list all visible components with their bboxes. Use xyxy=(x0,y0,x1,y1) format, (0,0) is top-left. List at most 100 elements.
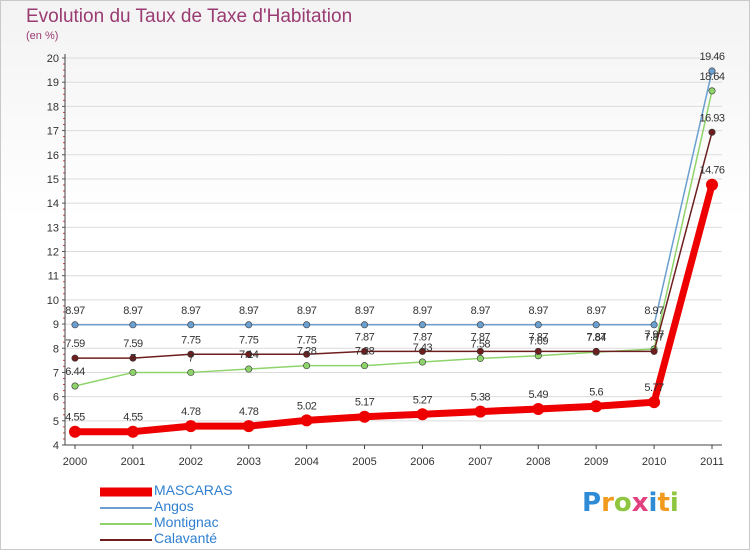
legend-label-calavante: Calavanté xyxy=(154,530,218,546)
y-tick-label: 7 xyxy=(53,367,59,379)
data-label: 8.97 xyxy=(65,305,85,317)
legend-label-angos: Angos xyxy=(154,498,194,514)
logo-letter: x xyxy=(631,488,649,518)
data-label: 8.97 xyxy=(297,305,317,317)
data-label: 8.97 xyxy=(123,305,143,317)
data-point xyxy=(184,420,197,433)
y-tick-label: 16 xyxy=(47,150,59,162)
data-label: 4.78 xyxy=(181,406,201,418)
legend-label-montignac: Montignac xyxy=(154,514,219,530)
data-label: 7.58 xyxy=(471,338,491,350)
data-label: 5.38 xyxy=(471,392,491,404)
x-tick-label: 2005 xyxy=(352,456,376,468)
data-label: 7.75 xyxy=(239,334,259,346)
data-point xyxy=(242,420,255,433)
data-point xyxy=(129,354,137,362)
data-label: 7.84 xyxy=(586,332,606,344)
data-point xyxy=(71,354,79,362)
data-label: 4.78 xyxy=(239,406,259,418)
y-tick-label: 6 xyxy=(53,392,59,404)
data-point xyxy=(418,347,426,355)
y-tick-label: 20 xyxy=(47,53,59,65)
data-point xyxy=(303,350,311,358)
data-point xyxy=(592,347,600,355)
y-tick-label: 18 xyxy=(47,101,59,113)
data-label: 8.97 xyxy=(586,305,606,317)
data-point xyxy=(303,321,311,329)
series-line-mascaras xyxy=(71,181,716,436)
data-point xyxy=(361,321,369,329)
data-point xyxy=(71,321,79,329)
data-point xyxy=(592,321,600,329)
data-point xyxy=(476,347,484,355)
data-label: 8.97 xyxy=(355,305,375,317)
data-label: 18.64 xyxy=(699,71,724,83)
data-point xyxy=(187,368,195,376)
data-label: 8.97 xyxy=(413,305,433,317)
legend-swatch-angos xyxy=(100,507,152,509)
x-tick-label: 2007 xyxy=(468,456,492,468)
data-label: 4.55 xyxy=(65,412,85,424)
data-label: 7.87 xyxy=(586,331,606,343)
y-tick-label: 8 xyxy=(53,343,59,355)
data-label: 7.28 xyxy=(297,346,317,358)
x-tick-label: 2010 xyxy=(642,456,666,468)
data-label: 5.02 xyxy=(297,400,317,412)
data-point xyxy=(418,321,426,329)
data-point xyxy=(590,400,603,413)
legend-swatch-montignac xyxy=(100,523,152,525)
data-label: 8.97 xyxy=(644,305,664,317)
data-label: 7 xyxy=(188,352,194,364)
data-label: 5.17 xyxy=(355,397,375,409)
data-label: 7.59 xyxy=(65,338,85,350)
data-point xyxy=(708,128,716,136)
data-point xyxy=(187,321,195,329)
proxiti-logo: Proxiti xyxy=(582,488,679,518)
data-point xyxy=(361,362,369,370)
data-point xyxy=(187,350,195,358)
data-label: 7.75 xyxy=(181,334,201,346)
data-point xyxy=(534,321,542,329)
data-point xyxy=(358,410,371,423)
data-point xyxy=(648,396,661,409)
chart-title: Evolution du Taux de Taxe d'Habitation xyxy=(26,6,353,27)
data-point xyxy=(476,354,484,362)
x-tick-label: 2003 xyxy=(236,456,260,468)
data-label: 7.28 xyxy=(355,346,375,358)
data-point xyxy=(245,365,253,373)
y-tick-label: 4 xyxy=(53,440,59,452)
x-tick-label: 2009 xyxy=(584,456,608,468)
x-tick-label: 2008 xyxy=(526,456,550,468)
data-label: 7.87 xyxy=(413,331,433,343)
data-label: 7.97 xyxy=(644,329,664,341)
y-tick-label: 13 xyxy=(47,222,59,234)
data-label: 8.97 xyxy=(181,305,201,317)
data-label: 7.75 xyxy=(297,334,317,346)
y-tick-label: 14 xyxy=(47,198,59,210)
data-label: 5.77 xyxy=(644,382,664,394)
data-label: 4.55 xyxy=(123,412,143,424)
data-point xyxy=(650,347,658,355)
data-label: 8.97 xyxy=(471,305,491,317)
data-label: 5.6 xyxy=(589,386,603,398)
data-point xyxy=(532,402,545,415)
data-point xyxy=(71,382,79,390)
data-point xyxy=(361,347,369,355)
data-point xyxy=(708,67,716,75)
data-point xyxy=(245,321,253,329)
legend-swatch-calavante xyxy=(100,539,152,541)
y-tick-label: 11 xyxy=(48,271,59,283)
data-point xyxy=(476,321,484,329)
data-point xyxy=(534,347,542,355)
data-point xyxy=(245,350,253,358)
data-label: 7.69 xyxy=(529,336,549,348)
y-tick-label: 10 xyxy=(47,295,59,307)
data-label: 5.27 xyxy=(413,394,433,406)
y-tick-label: 5 xyxy=(53,416,59,428)
y-tick-label: 17 xyxy=(47,126,59,138)
y-tick-label: 9 xyxy=(53,319,59,331)
x-tick-label: 2002 xyxy=(179,456,203,468)
series-line-angos xyxy=(74,70,713,326)
